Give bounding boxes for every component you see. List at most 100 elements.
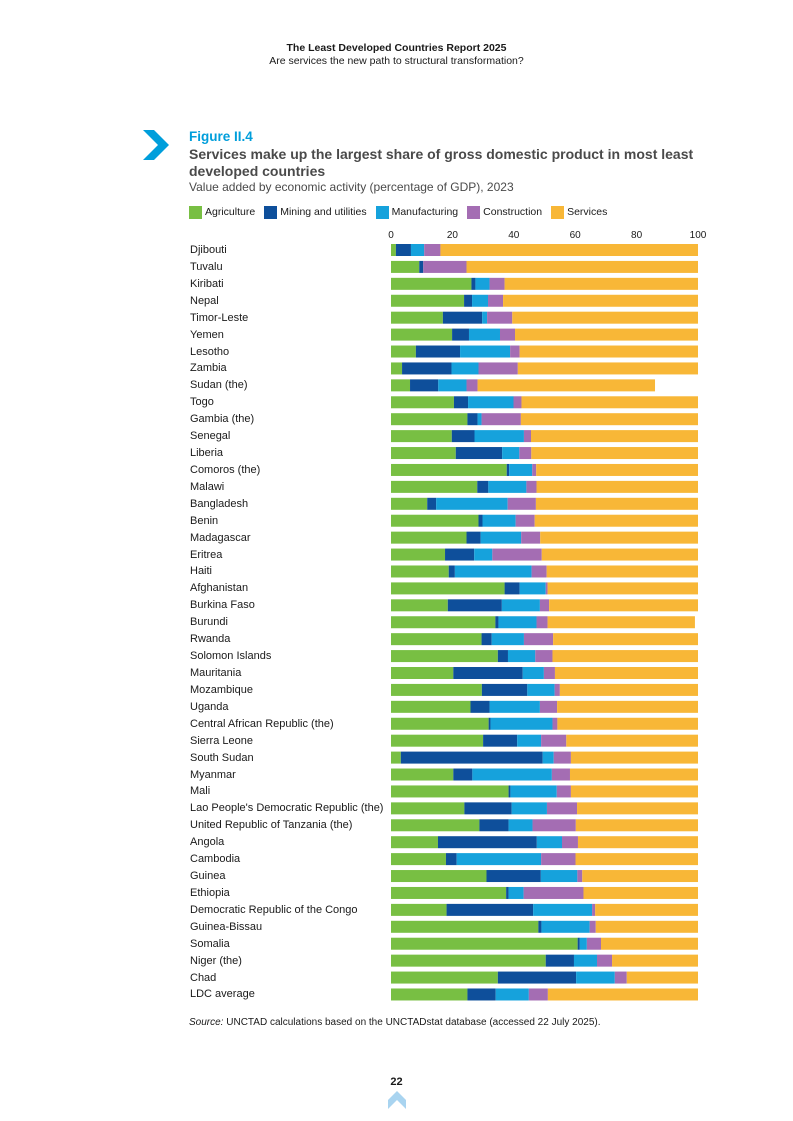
bar-segment-construction	[531, 565, 547, 578]
bar-segment-services	[612, 954, 698, 967]
bar-segment-mining-and-utilities	[508, 785, 511, 798]
bar-segment-agriculture	[391, 396, 454, 409]
category-label: Myanmar	[190, 768, 236, 781]
bar-segment-services	[515, 328, 698, 341]
legend-label: Mining and utilities	[280, 206, 367, 218]
bar-segment-manufacturing	[490, 717, 553, 730]
bar-segment-services	[600, 937, 698, 950]
bar-segment-services	[535, 497, 698, 510]
bar-segment-mining-and-utilities	[442, 311, 483, 324]
category-label: United Republic of Tanzania (the)	[190, 819, 353, 832]
bar-segment-services	[583, 886, 698, 899]
x-tick-label: 20	[447, 230, 459, 241]
bar-segment-construction	[507, 497, 536, 510]
bar-segment-construction	[541, 853, 576, 866]
bar-segment-agriculture	[391, 633, 482, 646]
bar-segment-mining-and-utilities	[504, 582, 520, 595]
bar-segment-manufacturing	[542, 751, 554, 764]
bar-segment-mining-and-utilities	[467, 988, 496, 1001]
legend-item: Manufacturing	[375, 205, 459, 219]
legend-item: Mining and utilities	[264, 205, 367, 219]
bar-segment-agriculture	[391, 667, 454, 679]
bar-segment-agriculture	[391, 616, 496, 629]
bar-segment-mining-and-utilities	[453, 768, 473, 781]
chevron-up-icon	[388, 1091, 406, 1109]
bar-segment-manufacturing	[491, 633, 524, 646]
category-label: Senegal	[190, 430, 231, 443]
bar-segment-agriculture	[391, 920, 539, 933]
bar-segment-agriculture	[391, 413, 468, 426]
bar-segment-construction	[553, 751, 571, 764]
bar-segment-construction	[551, 768, 570, 781]
bar-segment-manufacturing	[482, 311, 488, 324]
bar-segment-services	[577, 802, 698, 815]
bar-segment-services	[557, 717, 698, 730]
category-label: Malawi	[190, 480, 225, 493]
page-number: 22	[390, 1076, 403, 1088]
category-label: Somalia	[190, 937, 230, 950]
bar-segment-agriculture	[391, 751, 401, 764]
bar-segment-agriculture	[391, 599, 448, 612]
bar-segment-manufacturing	[410, 244, 425, 256]
category-label: Uganda	[190, 700, 229, 713]
bar-segment-mining-and-utilities	[467, 413, 478, 426]
bar-segment-agriculture	[391, 819, 480, 832]
bar-segment-construction	[424, 244, 441, 256]
bar-segment-construction	[541, 734, 567, 747]
bar-segment-mining-and-utilities	[464, 802, 512, 815]
bar-segment-manufacturing	[573, 954, 597, 967]
bar-segment-agriculture	[391, 683, 482, 696]
legend-swatch	[551, 205, 565, 219]
legend-item: Construction	[467, 205, 542, 219]
bar-segment-manufacturing	[540, 870, 578, 883]
bar-segment-mining-and-utilities	[452, 328, 469, 341]
legend-swatch	[189, 205, 202, 219]
bar-segment-construction	[487, 311, 513, 324]
bar-segment-services	[566, 734, 698, 747]
bar-segment-services	[557, 700, 698, 713]
bar-segment-agriculture	[391, 954, 546, 967]
category-label: Tuvalu	[190, 260, 223, 273]
bar-segment-services	[540, 531, 698, 544]
bar-segment-mining-and-utilities	[483, 734, 518, 747]
bar-segment-agriculture	[391, 277, 472, 290]
bar-segment-agriculture	[391, 447, 456, 460]
bar-segment-manufacturing	[468, 328, 500, 341]
bar-segment-mining-and-utilities	[506, 886, 509, 899]
bar-segment-services	[519, 345, 698, 358]
category-label: Angola	[190, 836, 225, 849]
bar-segment-agriculture	[391, 514, 479, 527]
category-label: Afghanistan	[190, 582, 249, 595]
bar-segment-services	[575, 819, 698, 832]
source-text: UNCTAD calculations based on the UNCTADs…	[226, 1017, 601, 1028]
bar-segment-manufacturing	[541, 920, 590, 933]
bar-segment-mining-and-utilities	[427, 497, 437, 510]
bar-segment-manufacturing	[502, 447, 520, 460]
bar-segment-manufacturing	[510, 785, 557, 798]
bar-segment-mining-and-utilities	[577, 937, 580, 950]
bar-segment-services	[520, 413, 698, 426]
bar-segment-agriculture	[391, 311, 443, 324]
bar-segment-mining-and-utilities	[445, 548, 475, 561]
stacked-bar-chart: 0 20 40 60 80 100	[388, 230, 707, 1001]
bar-segment-mining-and-utilities	[415, 345, 461, 358]
bar-segment-agriculture	[391, 430, 452, 443]
legend-label: Manufacturing	[391, 206, 459, 218]
category-label: Solomon Islands	[190, 650, 272, 663]
bar-segment-construction	[528, 988, 548, 1001]
bar-segment-services	[531, 447, 698, 460]
bar-segment-mining-and-utilities	[506, 463, 510, 476]
bar-segment-mining-and-utilities	[481, 633, 492, 646]
bar-segment-mining-and-utilities	[478, 514, 483, 527]
bar-segment-agriculture	[391, 294, 465, 307]
bar-segment-services	[554, 667, 698, 679]
x-tick-label: 0	[388, 230, 394, 241]
bar-segment-manufacturing	[501, 599, 540, 612]
bar-segment-agriculture	[391, 988, 468, 1001]
x-tick-label: 60	[570, 230, 582, 241]
bar-segment-construction	[523, 633, 554, 646]
bar-segment-agriculture	[391, 582, 505, 595]
bar-segment-agriculture	[391, 836, 438, 849]
bar-segment-services	[440, 244, 698, 256]
x-tick-label: 40	[508, 230, 520, 241]
